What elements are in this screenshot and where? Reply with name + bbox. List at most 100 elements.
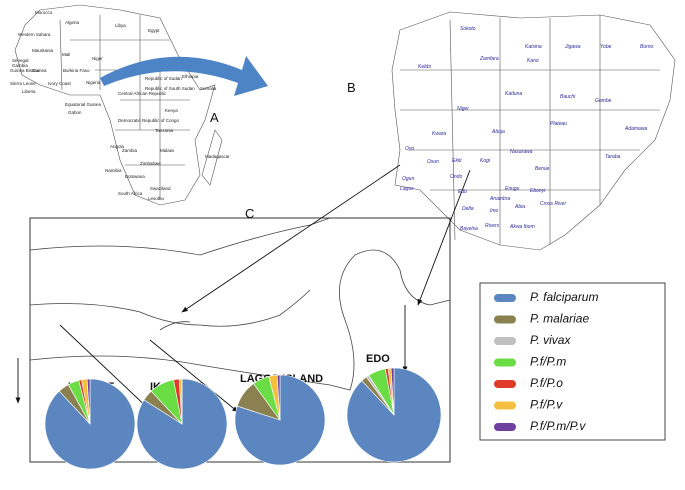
panel-label: B bbox=[347, 80, 356, 95]
country-label: Malawi bbox=[160, 148, 174, 153]
legend-label: P.f/P.v bbox=[530, 398, 563, 412]
state-label: Sokoto bbox=[460, 26, 476, 32]
country-label: Burkina Faso bbox=[63, 68, 90, 73]
country-label: Equatorial Guinea bbox=[65, 102, 102, 107]
state-label: Benue bbox=[535, 166, 550, 172]
arrow bbox=[100, 56, 268, 96]
panel-label: A bbox=[210, 110, 219, 125]
country-label: Swaziland bbox=[150, 186, 171, 191]
coastline bbox=[29, 217, 451, 391]
arrow bbox=[417, 169, 471, 306]
site-label: EDO bbox=[366, 353, 390, 365]
state-label: Ekiti bbox=[452, 158, 462, 164]
country-label: Guinea Bissau bbox=[10, 68, 40, 73]
legend-label: P.f/P.m bbox=[530, 355, 566, 369]
country-label: Ethiopia bbox=[182, 74, 199, 79]
legend-label: P. falciparum bbox=[530, 290, 598, 304]
country-label: Republic of South Sudan bbox=[145, 86, 195, 91]
state-label: Osun bbox=[427, 159, 439, 165]
country-label: Lesotho bbox=[148, 196, 165, 201]
state-label: Anambra bbox=[489, 196, 511, 202]
country-label: Senegal bbox=[12, 58, 29, 63]
state-label: Katsina bbox=[525, 44, 542, 50]
map-c-frame bbox=[29, 217, 451, 463]
state-label: Abia bbox=[514, 204, 525, 210]
state-label: Akwa Ibom bbox=[509, 224, 535, 230]
state-label: Edo bbox=[458, 189, 467, 195]
country-label: Botswana bbox=[125, 174, 145, 179]
state-label: Taraba bbox=[605, 154, 621, 160]
country-label: Republic of Sudan bbox=[145, 76, 182, 81]
legend-swatch bbox=[494, 380, 516, 388]
legend-label: P.f/P.m/P.v bbox=[530, 419, 586, 433]
legend-swatch bbox=[494, 358, 516, 367]
state-label: Ondo bbox=[450, 174, 462, 180]
state-label: Niger bbox=[457, 106, 469, 112]
country-label: Libya bbox=[115, 23, 126, 28]
state-label: Oyo bbox=[405, 146, 414, 152]
legend-label: P.f/P.o bbox=[530, 376, 563, 390]
state-label: Ogun bbox=[402, 176, 414, 182]
country-label: Kenya bbox=[165, 108, 178, 113]
country-label: Egypt bbox=[148, 28, 160, 33]
state-label: Plateau bbox=[550, 121, 567, 127]
state-label: Kaduna bbox=[505, 91, 522, 97]
panel-label: C bbox=[245, 206, 254, 221]
legend-swatch bbox=[494, 401, 516, 410]
country-label: Democratic Republic of Congo bbox=[118, 118, 180, 123]
state-label: Ebonyi bbox=[530, 188, 546, 194]
state-label: Lagos bbox=[400, 186, 414, 192]
country-label: Western Sahara bbox=[18, 32, 51, 37]
arrow bbox=[181, 164, 401, 313]
country-label: Niger bbox=[92, 56, 103, 61]
state-label: Kebbi bbox=[418, 64, 432, 70]
country-label: Zimbabwe bbox=[140, 161, 161, 166]
country-label: Namibia bbox=[105, 168, 122, 173]
state-label: Enugu bbox=[505, 186, 520, 192]
state-label: Kogi bbox=[480, 158, 491, 164]
state-label: Kano bbox=[527, 58, 539, 64]
state-label: Bayelsa bbox=[460, 226, 478, 232]
state-label: Borno bbox=[640, 44, 654, 50]
country-label: Algeria bbox=[65, 20, 80, 25]
country-label: Sierra Leone bbox=[10, 81, 36, 86]
country-label: Mali bbox=[62, 52, 70, 57]
legend-swatch bbox=[494, 315, 516, 324]
state-label: Kwara bbox=[432, 131, 446, 137]
state-label: Yobe bbox=[600, 44, 612, 50]
country-label: Somalia bbox=[200, 86, 217, 91]
legend-swatch bbox=[494, 337, 516, 345]
country-label: Angola bbox=[110, 144, 125, 149]
country-label: Gabon bbox=[68, 110, 82, 115]
legend-label: P. vivax bbox=[530, 333, 571, 347]
country-label: Ivory Coast bbox=[48, 81, 72, 86]
state-label: Imo bbox=[490, 208, 499, 214]
country-label: Zambia bbox=[122, 148, 138, 153]
country-label: Guinea bbox=[32, 68, 47, 73]
legend-swatch bbox=[494, 294, 516, 302]
country-label: Liberia bbox=[22, 89, 36, 94]
state-label: Nasarawa bbox=[510, 149, 533, 155]
arrow bbox=[149, 339, 239, 413]
arrow bbox=[59, 324, 153, 413]
country-label: Nigeria bbox=[86, 80, 101, 85]
nigeria-map bbox=[391, 11, 676, 251]
state-label: Jigawa bbox=[564, 44, 581, 50]
state-label: Gombe bbox=[595, 98, 612, 104]
state-label: Bauchi bbox=[560, 94, 576, 100]
country-label: South Africa bbox=[118, 191, 143, 196]
pie-slice bbox=[86, 378, 91, 425]
country-label: Tanzania bbox=[155, 128, 174, 133]
pie-slice bbox=[276, 374, 281, 421]
state-label: Delta bbox=[462, 206, 474, 212]
state-label: Abuja bbox=[491, 129, 505, 135]
state-label: Rivers bbox=[485, 223, 500, 229]
country-label: Gambia bbox=[12, 63, 28, 68]
state-label: Adamawa bbox=[624, 126, 647, 132]
legend-swatch bbox=[494, 423, 516, 431]
country-label: Mauritania bbox=[32, 48, 54, 53]
country-label: Morocco bbox=[35, 10, 53, 15]
state-label: Cross River bbox=[540, 201, 566, 207]
legend-label: P. malariae bbox=[530, 312, 589, 326]
